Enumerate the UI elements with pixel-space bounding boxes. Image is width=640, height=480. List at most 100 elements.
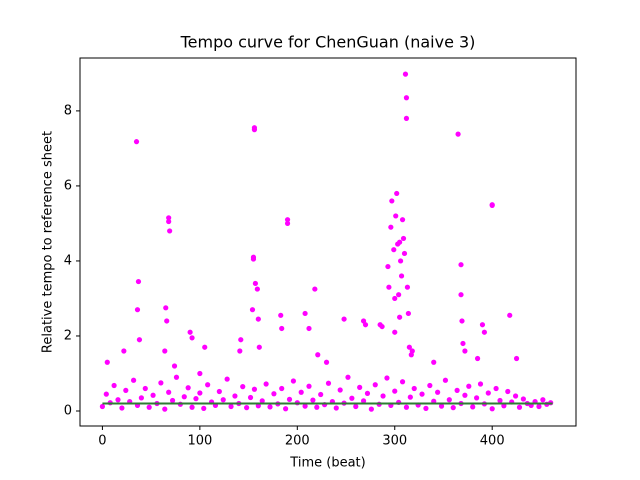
point bbox=[323, 359, 330, 365]
point bbox=[255, 316, 261, 322]
point bbox=[394, 190, 400, 197]
point bbox=[474, 395, 480, 401]
point bbox=[362, 322, 369, 328]
point bbox=[459, 318, 465, 324]
point bbox=[240, 384, 246, 390]
point bbox=[419, 391, 425, 397]
point bbox=[232, 393, 238, 399]
point bbox=[470, 404, 476, 410]
point bbox=[133, 139, 140, 145]
point bbox=[386, 284, 392, 290]
point bbox=[507, 312, 513, 318]
point bbox=[397, 239, 403, 245]
point bbox=[409, 348, 415, 354]
point bbox=[171, 363, 178, 369]
point bbox=[379, 323, 385, 330]
point bbox=[166, 218, 172, 225]
point bbox=[306, 383, 312, 389]
point bbox=[279, 325, 285, 332]
plot-frame bbox=[79, 57, 577, 427]
point bbox=[197, 390, 203, 396]
point bbox=[166, 389, 172, 395]
point bbox=[393, 213, 399, 219]
point bbox=[169, 397, 176, 404]
point bbox=[271, 391, 277, 397]
point bbox=[224, 376, 230, 382]
point bbox=[252, 280, 259, 287]
point bbox=[520, 396, 526, 402]
point bbox=[341, 316, 347, 322]
point bbox=[259, 398, 265, 404]
point bbox=[397, 314, 403, 320]
point bbox=[389, 198, 395, 204]
point bbox=[455, 131, 461, 137]
point bbox=[150, 392, 156, 398]
point bbox=[540, 397, 546, 403]
point bbox=[284, 217, 291, 223]
point bbox=[267, 404, 273, 410]
point bbox=[115, 397, 121, 403]
point bbox=[536, 403, 542, 410]
point bbox=[193, 396, 199, 402]
point bbox=[392, 388, 398, 394]
point bbox=[368, 406, 374, 412]
point bbox=[189, 335, 195, 341]
y-tick-label: 0 bbox=[64, 403, 72, 418]
point bbox=[237, 348, 243, 354]
point bbox=[454, 387, 460, 393]
point bbox=[398, 273, 405, 279]
point bbox=[372, 382, 378, 388]
point bbox=[446, 397, 452, 403]
point bbox=[254, 286, 260, 292]
point bbox=[513, 355, 520, 362]
point bbox=[460, 340, 466, 347]
point bbox=[205, 382, 211, 388]
point bbox=[405, 310, 411, 317]
point bbox=[325, 380, 332, 386]
point bbox=[407, 394, 413, 400]
point bbox=[318, 391, 324, 398]
point bbox=[201, 405, 207, 411]
point bbox=[249, 307, 256, 313]
point bbox=[497, 397, 503, 404]
point bbox=[290, 378, 297, 384]
point bbox=[333, 405, 339, 411]
y-axis-label: Relative tempo to reference sheet bbox=[41, 131, 56, 353]
point bbox=[216, 388, 222, 395]
y-tick-label: 4 bbox=[64, 253, 72, 268]
point bbox=[462, 392, 468, 398]
point bbox=[103, 391, 109, 397]
y-tick-label: 8 bbox=[64, 103, 72, 118]
point bbox=[136, 337, 143, 343]
point bbox=[123, 387, 129, 393]
point bbox=[505, 388, 511, 395]
point bbox=[228, 403, 234, 410]
point bbox=[512, 393, 519, 399]
point bbox=[302, 403, 308, 409]
point bbox=[479, 322, 486, 328]
point bbox=[458, 262, 464, 268]
point bbox=[450, 405, 456, 411]
point bbox=[163, 305, 169, 311]
point bbox=[121, 348, 127, 354]
point bbox=[380, 393, 386, 399]
point bbox=[162, 406, 168, 412]
point bbox=[302, 310, 308, 317]
point bbox=[189, 404, 195, 410]
point bbox=[489, 406, 495, 412]
point bbox=[138, 395, 144, 401]
point bbox=[360, 398, 367, 404]
point bbox=[462, 348, 468, 354]
x-tick-label: 300 bbox=[382, 434, 407, 449]
point bbox=[284, 220, 291, 227]
x-tick-label: 400 bbox=[480, 434, 505, 449]
point bbox=[466, 383, 472, 389]
point bbox=[493, 385, 499, 392]
point bbox=[202, 344, 208, 350]
point bbox=[364, 390, 371, 396]
x-tick-label: 0 bbox=[98, 434, 106, 449]
point bbox=[283, 406, 289, 412]
point bbox=[104, 359, 110, 365]
point bbox=[397, 258, 404, 264]
